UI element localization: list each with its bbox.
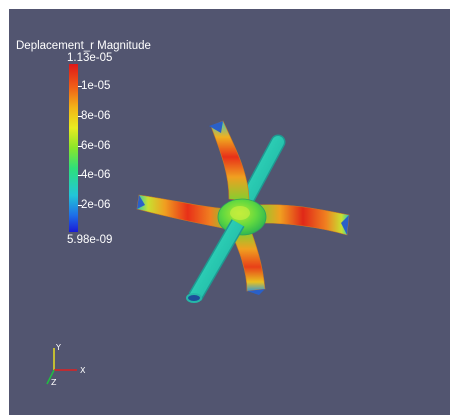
- colorbar-tick-mark: [78, 175, 82, 176]
- arm-right: [256, 204, 350, 236]
- colorbar-tick-mark: [78, 205, 82, 206]
- colorbar-title: Deplacement_r Magnitude: [16, 40, 151, 52]
- colorbar-tick-mark: [78, 86, 82, 87]
- x-axis-label: X: [80, 366, 86, 375]
- colorbar-tick-mark: [78, 146, 82, 147]
- colorbar-tick-label: 6e-06: [81, 140, 111, 152]
- tube-front-segment: [186, 219, 245, 303]
- arm-left: [136, 194, 230, 230]
- colorbar-max-label: 1.13e-05: [67, 52, 113, 64]
- z-axis-line: [46, 369, 55, 385]
- z-axis-label: Z: [51, 378, 57, 387]
- colorbar-min-label: 5.98e-09: [67, 234, 113, 246]
- colorbar-tick-label: 2e-06: [81, 199, 111, 211]
- colorbar-tick-mark: [78, 116, 82, 117]
- mesh-scene[interactable]: [9, 9, 450, 415]
- colorbar-tick-label: 4e-06: [81, 169, 111, 181]
- render-viewport[interactable]: Deplacement_r Magnitude 1.13e-05 1e-05 8…: [9, 9, 450, 415]
- y-axis-label: Y: [55, 343, 61, 352]
- arm-up: [209, 120, 250, 202]
- arm-down: [230, 230, 266, 295]
- orientation-axes: Y X Z: [46, 343, 86, 387]
- colorbar-tick-label: 8e-06: [81, 110, 111, 122]
- colorbar-tick-label: 1e-05: [81, 80, 111, 92]
- colorbar: [69, 64, 78, 232]
